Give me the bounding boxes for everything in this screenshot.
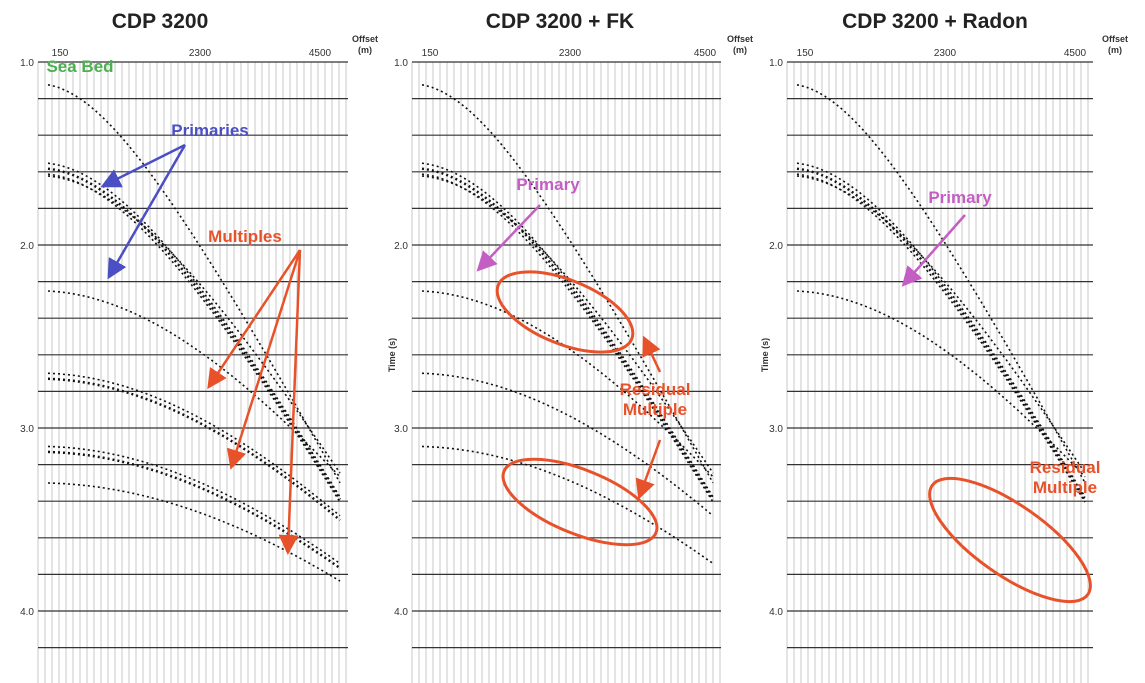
panel-title: CDP 3200 + Radon — [842, 10, 1028, 33]
x-tick-label: 2300 — [189, 48, 212, 59]
figure: CDP 320015023004500Offset(m)1.02.03.04.0… — [0, 0, 1145, 683]
x-tick-label: 4500 — [694, 48, 717, 59]
y-tick-label: 4.0 — [394, 607, 408, 618]
annotation-arrow — [645, 340, 660, 372]
x-tick-label: 4500 — [309, 48, 332, 59]
offset-label: Offset — [727, 34, 753, 44]
y-tick-label: 2.0 — [20, 241, 34, 252]
y-tick-label: 4.0 — [20, 607, 34, 618]
annotation: Primaries — [171, 121, 249, 140]
reflection-event — [48, 483, 340, 581]
offset-label: (m) — [733, 45, 747, 55]
annotation: Multiple — [623, 400, 687, 419]
y-tick-label: 1.0 — [769, 58, 783, 69]
annotation: Multiple — [1033, 478, 1097, 497]
offset-label: (m) — [1108, 45, 1122, 55]
x-tick-label: 150 — [422, 48, 439, 59]
x-tick-label: 2300 — [934, 48, 957, 59]
reflection-event — [422, 85, 713, 483]
annotation: Multiples — [208, 227, 282, 246]
annotation: Residual — [1030, 458, 1101, 477]
panel: CDP 3200 + FK 150 2300 4500 Offset(m) 1.0 2.0 3… — [387, 10, 753, 683]
reflection-event — [48, 452, 340, 568]
reflection-event — [422, 169, 713, 500]
reflection-event — [422, 163, 713, 497]
offset-label: Offset — [1102, 34, 1128, 44]
annotation: Primary — [928, 188, 992, 207]
y-tick-label: 1.0 — [394, 58, 408, 69]
panel-title: CDP 3200 + FK — [486, 10, 634, 33]
y-tick-label: 3.0 — [20, 424, 34, 435]
reflection-event — [422, 174, 713, 502]
y-tick-label: 4.0 — [769, 607, 783, 618]
offset-label: Offset — [352, 34, 378, 44]
y-tick-label: 1.0 — [20, 58, 34, 69]
annotation: Primary — [516, 175, 580, 194]
y-tick-label: 3.0 — [394, 424, 408, 435]
y-tick-label: 2.0 — [769, 241, 783, 252]
x-tick-label: 2300 — [559, 48, 582, 59]
y-tick-label: 2.0 — [394, 241, 408, 252]
reflection-event — [48, 379, 340, 520]
reflection-event — [48, 446, 340, 563]
annotation: Sea Bed — [46, 57, 113, 76]
annotation: Residual — [620, 380, 691, 399]
x-tick-label: 4500 — [1064, 48, 1087, 59]
offset-label: (m) — [358, 45, 372, 55]
panel: CDP 3200 + Radon 150 2300 4500 Offset(m) 1.0 2… — [760, 10, 1128, 683]
x-tick-label: 150 — [797, 48, 814, 59]
panel-title: CDP 3200 — [112, 10, 209, 33]
y-tick-label: 3.0 — [769, 424, 783, 435]
time-label: Time (s) — [760, 338, 770, 372]
reflection-event — [48, 373, 340, 516]
time-label: Time (s) — [387, 338, 397, 372]
